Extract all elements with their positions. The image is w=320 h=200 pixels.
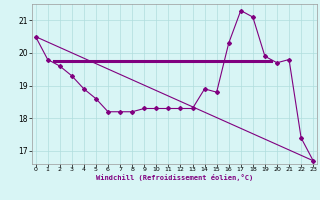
X-axis label: Windchill (Refroidissement éolien,°C): Windchill (Refroidissement éolien,°C) [96, 174, 253, 181]
